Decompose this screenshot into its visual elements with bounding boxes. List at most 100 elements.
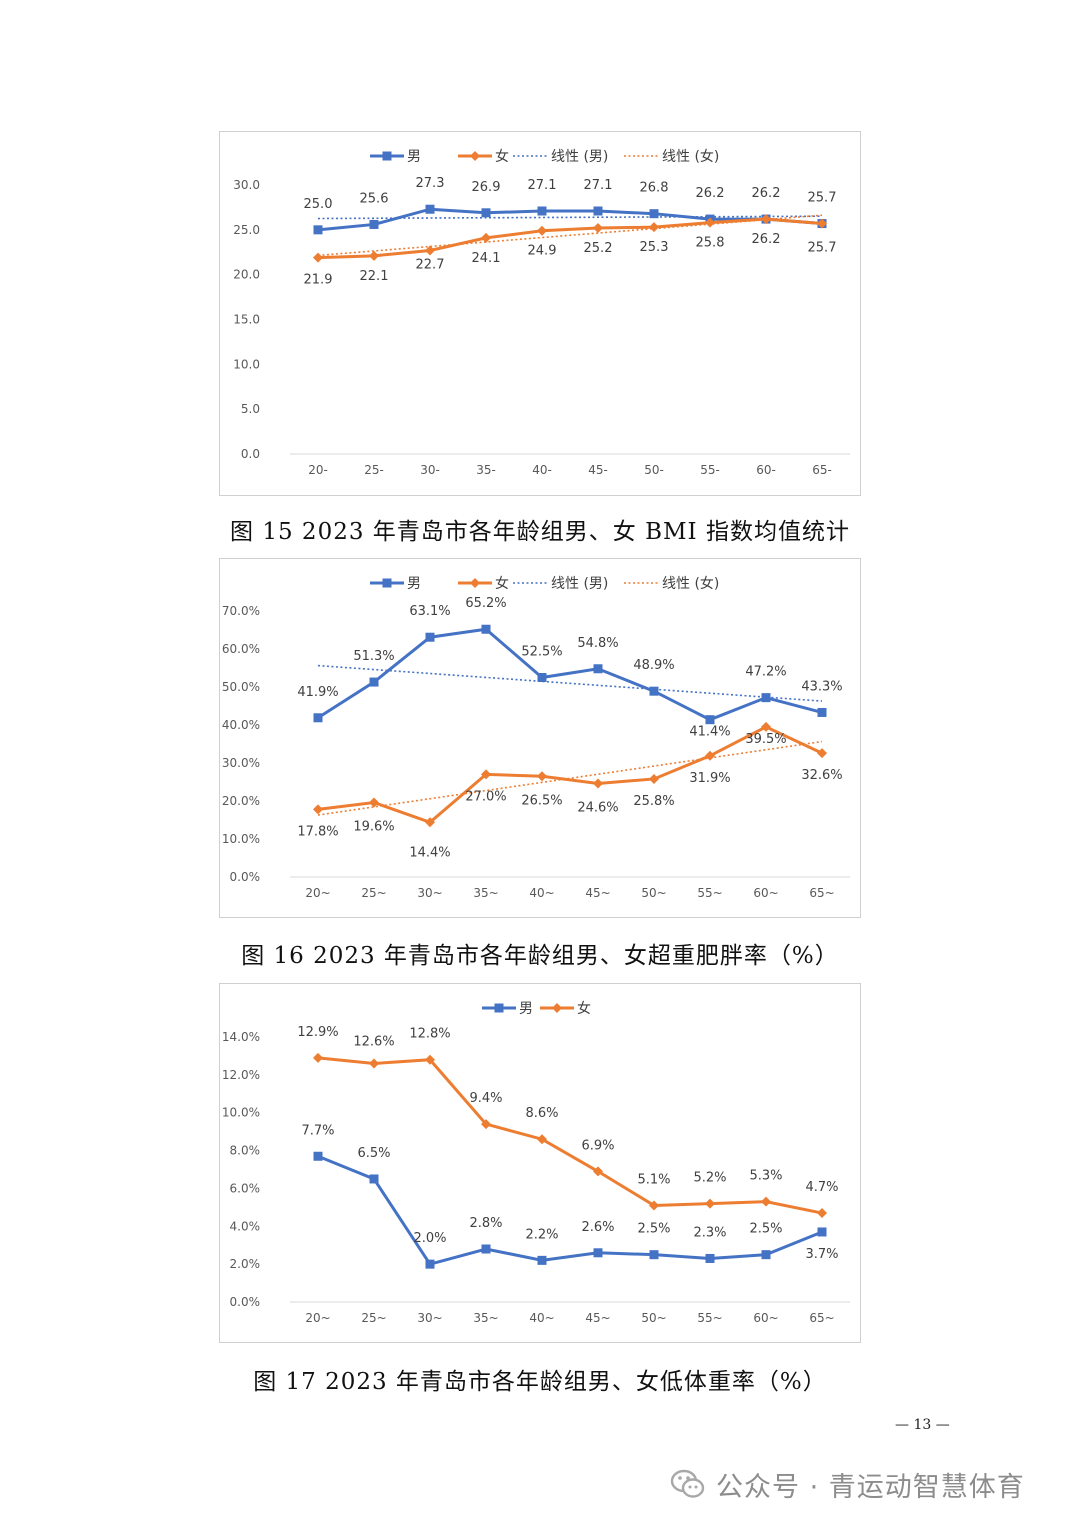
- x-tick-label: 50~: [641, 1311, 666, 1325]
- point-male: [425, 1259, 435, 1269]
- point-female: [649, 222, 659, 233]
- point-female: [817, 1208, 827, 1219]
- data-label-male: 48.9%: [633, 658, 674, 673]
- point-male: [425, 632, 435, 642]
- chart-overweight-svg: 0.0% 10.0% 20.0% 30.0% 40.0% 50.0% 60.0% 70.0% 2…: [222, 575, 850, 900]
- point-male: [369, 1174, 379, 1184]
- data-label-male: 54.8%: [577, 636, 618, 651]
- chart-bmi-caption: 图 15 2023 年青岛市各年龄组男、女 BMI 指数均值统计: [230, 519, 850, 545]
- y-tick-label: 0.0%: [230, 1295, 261, 1309]
- watermark-text: 公众号 · 青运动智慧体育: [716, 1471, 1025, 1503]
- data-label-female: 26.5%: [521, 793, 562, 808]
- x-tick-label: 65-: [812, 463, 832, 477]
- data-label-female: 27.0%: [465, 789, 506, 804]
- legend-marker-female: [552, 1003, 562, 1013]
- data-label-male: 25.6: [360, 191, 389, 206]
- data-label-female: 6.9%: [581, 1138, 614, 1153]
- data-label-male: 3.7%: [805, 1247, 838, 1262]
- point-male: [817, 707, 827, 717]
- data-label-male: 26.9: [472, 180, 501, 195]
- point-male: [761, 1250, 771, 1260]
- point-female: [481, 1119, 491, 1130]
- point-female: [313, 804, 323, 815]
- series-line-male: [317, 1154, 823, 1266]
- point-male: [313, 713, 323, 723]
- x-tick-label: 30~: [417, 886, 442, 900]
- y-tick-label: 12.0%: [222, 1068, 260, 1082]
- data-label-female: 25.8: [696, 236, 725, 251]
- chart-underweight-caption: 图 17 2023 年青岛市各年龄组男、女低体重率（%）: [253, 1369, 827, 1395]
- y-tick-label: 20.0: [233, 268, 260, 282]
- point-female: [649, 773, 659, 784]
- x-tick-label: 65~: [809, 1311, 834, 1325]
- y-tick-label: 6.0%: [230, 1181, 261, 1195]
- data-label-female: 26.2: [752, 232, 781, 247]
- data-label-female: 5.3%: [749, 1169, 782, 1184]
- point-female: [369, 1058, 379, 1069]
- y-tick-label: 30.0: [233, 178, 260, 192]
- chart-overweight-rate: 0.0% 10.0% 20.0% 30.0% 40.0% 50.0% 60.0% 70.0% 2…: [219, 558, 861, 918]
- chart-underweight-svg: 0.0% 2.0% 4.0% 6.0% 8.0% 10.0% 12.0% 14.0% 20~ 25…: [222, 1000, 850, 1325]
- x-tick-label: 25~: [361, 886, 386, 900]
- point-female: [425, 817, 435, 828]
- series-line-female: [317, 1056, 823, 1215]
- data-label-male: 2.2%: [525, 1227, 558, 1242]
- x-tick-label: 20-: [308, 463, 328, 477]
- x-tick-label: 30-: [420, 463, 440, 477]
- chart-bmi-svg: 0.0 5.0 10.0 15.0 20.0 25.0 30.0 20- 25- 30- 35- 40…: [233, 148, 850, 477]
- point-male: [649, 209, 659, 219]
- x-tick-label: 55~: [697, 886, 722, 900]
- point-male: [817, 1227, 827, 1237]
- legend-label-male: 男: [519, 1001, 533, 1017]
- point-male: [537, 206, 547, 216]
- data-label-male: 43.3%: [801, 679, 842, 694]
- x-tick-label: 65~: [809, 886, 834, 900]
- legend-marker-male: [494, 1003, 504, 1013]
- data-label-female: 22.7: [416, 257, 445, 272]
- y-tick-label: 50.0%: [222, 680, 260, 694]
- y-tick-label: 40.0%: [222, 718, 260, 732]
- data-label-female: 9.4%: [469, 1091, 502, 1106]
- trendline-male: [317, 215, 823, 220]
- point-female: [593, 223, 603, 234]
- point-female: [761, 214, 771, 225]
- point-male: [649, 1250, 659, 1260]
- x-tick-label: 60~: [753, 1311, 778, 1325]
- point-male: [705, 1253, 715, 1263]
- x-tick-label: 20~: [305, 1311, 330, 1325]
- data-label-female: 5.1%: [637, 1172, 670, 1187]
- point-female: [649, 1200, 659, 1211]
- data-label-male: 27.3: [416, 176, 445, 191]
- x-tick-label: 35~: [473, 1311, 498, 1325]
- x-tick-label: 35-: [476, 463, 496, 477]
- data-label-female: 25.7: [808, 241, 837, 256]
- y-tick-label: 5.0: [241, 402, 260, 416]
- x-tick-label: 20~: [305, 886, 330, 900]
- point-female: [313, 252, 323, 263]
- point-male: [761, 693, 771, 703]
- chart-overweight-caption: 图 16 2023 年青岛市各年龄组男、女超重肥胖率（%）: [241, 943, 839, 969]
- point-female: [705, 217, 715, 228]
- x-tick-label: 55~: [697, 1311, 722, 1325]
- trendline-female: [317, 740, 823, 816]
- legend-marker-female: [470, 578, 480, 588]
- series-line-female: [317, 725, 823, 824]
- point-male: [705, 715, 715, 725]
- data-label-male: 47.2%: [745, 665, 786, 680]
- data-label-female: 19.6%: [353, 820, 394, 835]
- data-label-male: 25.7: [808, 191, 837, 206]
- watermark: 公众号 · 青运动智慧体育: [668, 1462, 1025, 1506]
- point-female: [817, 218, 827, 229]
- data-label-female: 17.8%: [297, 824, 338, 839]
- point-male: [593, 206, 603, 216]
- y-tick-label: 10.0%: [222, 832, 260, 846]
- data-label-male: 25.0: [304, 197, 333, 212]
- point-male: [593, 1248, 603, 1258]
- point-male: [369, 219, 379, 229]
- point-male: [481, 624, 491, 634]
- legend-label-male: 男: [407, 149, 421, 165]
- legend-trend-label-male: 线性 (男): [551, 576, 608, 592]
- page-number: — 13 —: [895, 1417, 950, 1433]
- data-label-male: 63.1%: [409, 604, 450, 619]
- data-label-female: 25.3: [640, 240, 669, 255]
